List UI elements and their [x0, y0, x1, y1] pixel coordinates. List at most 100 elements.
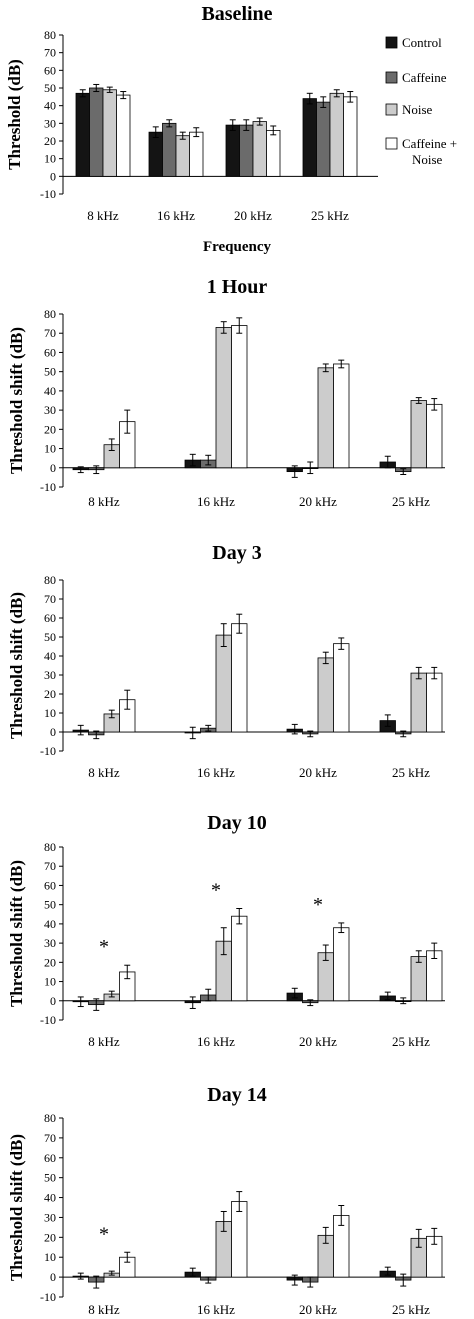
- x-category-label: 25 kHz: [392, 494, 430, 509]
- bar-noise: [410, 672, 427, 733]
- chart-panel-4: Day 14 Threshold shift (dB) -10 0 10 20 30 40 50…: [7, 1084, 445, 1317]
- significance-marker: *: [211, 880, 221, 902]
- y-tick-label: 0: [50, 1270, 56, 1284]
- significance-marker: *: [313, 894, 323, 916]
- bar-caffeine: [316, 101, 331, 177]
- x-category-label: 20 kHz: [234, 208, 272, 223]
- bar-noise: [252, 121, 267, 177]
- y-tick-label: 60: [44, 345, 56, 359]
- legend-label: Control: [402, 35, 442, 50]
- bar-caffeine-noise: [426, 403, 443, 469]
- legend-swatch-caffeine: [385, 71, 398, 84]
- y-tick-label: 0: [50, 994, 56, 1008]
- y-tick-label: 60: [44, 63, 56, 77]
- bar-caffeine-noise: [231, 1201, 248, 1278]
- y-tick-label: 50: [44, 365, 56, 379]
- y-tick-label: 60: [44, 1151, 56, 1165]
- x-category-label: 16 kHz: [197, 494, 235, 509]
- bar-noise: [410, 400, 427, 469]
- x-category-label: 16 kHz: [197, 765, 235, 780]
- y-tick-label: -10: [40, 1013, 56, 1027]
- bar-control: [148, 131, 163, 177]
- x-category-label: 8 kHz: [88, 1302, 120, 1317]
- bar-caffeine: [239, 124, 254, 177]
- y-tick-label: 40: [44, 384, 56, 398]
- y-tick-label: 80: [44, 573, 56, 587]
- chart-panel-2: Day 3 Threshold shift (dB) -10 0 10 20 30 40 50 6…: [7, 542, 445, 780]
- bar-caffeine: [89, 87, 104, 177]
- chart-title: 1 Hour: [207, 276, 268, 298]
- y-tick-label: 10: [44, 152, 56, 166]
- x-category-label: 8 kHz: [88, 765, 120, 780]
- bar-caffeine-noise: [333, 643, 350, 733]
- bar-caffeine-noise: [333, 927, 350, 1002]
- y-tick-label: 50: [44, 1171, 56, 1185]
- y-tick-label: 40: [44, 99, 56, 113]
- y-tick-label: 30: [44, 1210, 56, 1224]
- bar-noise: [215, 634, 232, 733]
- x-category-label: 16 kHz: [197, 1302, 235, 1317]
- legend-label: Caffeine + Noise: [402, 136, 457, 167]
- y-tick-label: 0: [50, 169, 56, 183]
- x-axis-label: Frequency: [203, 239, 272, 255]
- y-tick-label: -10: [40, 480, 56, 494]
- y-tick-label: -10: [40, 744, 56, 758]
- y-tick-label: -10: [40, 187, 56, 201]
- bar-control: [302, 98, 317, 177]
- y-tick-label: 20: [44, 955, 56, 969]
- y-tick-label: 40: [44, 917, 56, 931]
- x-category-label: 8 kHz: [88, 1034, 120, 1049]
- bar-noise: [175, 135, 190, 177]
- bar-noise: [329, 92, 344, 177]
- y-tick-label: 20: [44, 422, 56, 436]
- x-category-label: 8 kHz: [87, 208, 119, 223]
- y-tick-label: 80: [44, 1111, 56, 1125]
- y-tick-label: 70: [44, 1131, 56, 1145]
- y-tick-label: 30: [44, 936, 56, 950]
- bar-caffeine-noise: [189, 131, 204, 177]
- y-axis-label: Threshold (dB): [5, 59, 24, 170]
- chart-panel-0: Baseline Threshold (dB) -10 0 10 20 30 40 50 60 70…: [5, 3, 378, 255]
- y-axis-label: Threshold shift (dB): [7, 327, 26, 474]
- x-category-label: 20 kHz: [299, 765, 337, 780]
- bar-caffeine-noise: [231, 325, 248, 469]
- y-tick-label: 30: [44, 403, 56, 417]
- y-tick-label: 20: [44, 1230, 56, 1244]
- x-category-label: 25 kHz: [392, 1302, 430, 1317]
- y-tick-label: 70: [44, 326, 56, 340]
- significance-marker: *: [99, 1223, 109, 1245]
- bar-noise: [410, 956, 427, 1002]
- y-tick-label: 10: [44, 975, 56, 989]
- y-tick-label: 50: [44, 630, 56, 644]
- x-category-label: 16 kHz: [197, 1034, 235, 1049]
- y-tick-label: 60: [44, 611, 56, 625]
- y-tick-label: 80: [44, 28, 56, 42]
- x-category-label: 25 kHz: [311, 208, 349, 223]
- y-tick-label: 70: [44, 859, 56, 873]
- y-tick-label: 20: [44, 134, 56, 148]
- y-tick-label: 10: [44, 442, 56, 456]
- y-tick-label: 60: [44, 878, 56, 892]
- bar-control: [225, 124, 240, 177]
- y-tick-label: 70: [44, 592, 56, 606]
- y-axis-label: Threshold shift (dB): [7, 592, 26, 739]
- y-axis-label: Threshold shift (dB): [7, 860, 26, 1007]
- legend-swatch-caffeine-noise: [385, 137, 398, 150]
- x-category-label: 16 kHz: [157, 208, 195, 223]
- y-tick-label: 40: [44, 1191, 56, 1205]
- legend-label: Caffeine: [402, 70, 447, 85]
- bar-caffeine-noise: [333, 363, 350, 469]
- chart-title: Day 3: [212, 542, 261, 564]
- x-category-label: 20 kHz: [299, 1302, 337, 1317]
- y-tick-label: -10: [40, 1290, 56, 1304]
- y-axis-label: Threshold shift (dB): [7, 1134, 26, 1281]
- bar-noise: [317, 367, 334, 469]
- y-tick-label: 50: [44, 81, 56, 95]
- bar-noise: [215, 327, 232, 469]
- y-tick-label: 40: [44, 649, 56, 663]
- bar-control: [75, 92, 90, 177]
- y-tick-label: 50: [44, 898, 56, 912]
- bar-caffeine-noise: [231, 623, 248, 733]
- bar-caffeine-noise: [231, 915, 248, 1002]
